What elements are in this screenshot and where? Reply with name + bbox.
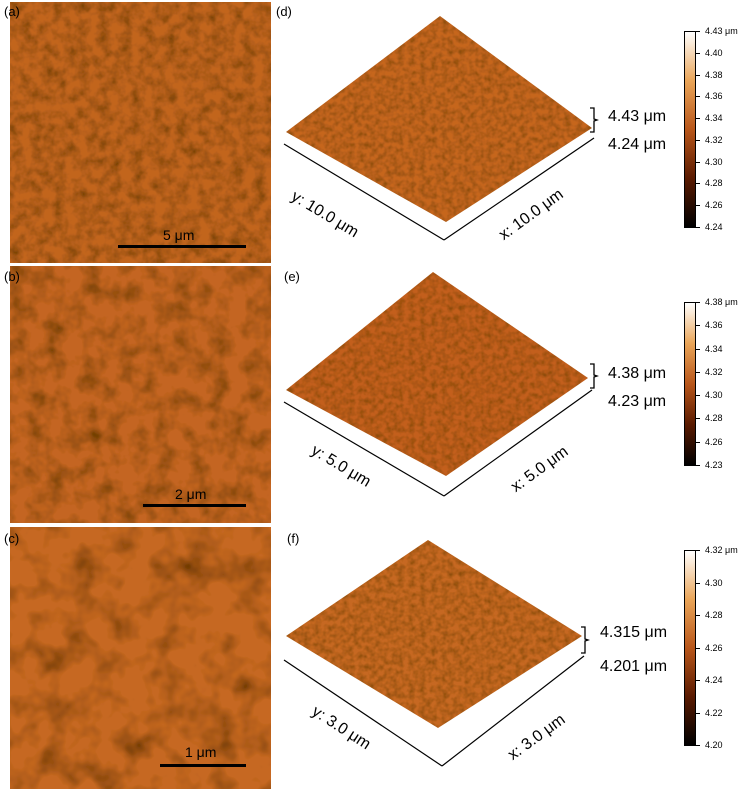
- surface-e: [286, 272, 588, 476]
- surface-3d-e: [283, 272, 593, 497]
- x-axis-line-d: [443, 137, 595, 241]
- y-axis-line-e: [283, 401, 445, 497]
- colorbar-tick-mark: [696, 31, 700, 32]
- x-axis-line-e: [443, 389, 593, 497]
- colorbar-tick-mark: [696, 680, 700, 681]
- afm-texture-c: [10, 527, 271, 789]
- colorbar-tick-label: 4.26: [705, 436, 723, 447]
- colorbar-tick-mark: [696, 582, 700, 584]
- colorbar-tick-mark: [696, 161, 700, 163]
- colorbar-tick-mark: [696, 371, 700, 373]
- scalebar-c: [160, 764, 246, 767]
- afm-image-b: [10, 266, 271, 523]
- colorbar-tick-mark: [696, 745, 700, 746]
- scalebar-label-b: 2 μm: [175, 486, 207, 502]
- colorbar-tick-mark: [696, 96, 700, 98]
- scalebar-label-a: 5 μm: [163, 227, 195, 243]
- colorbar-d: [684, 31, 696, 228]
- colorbar-tick-mark: [696, 550, 700, 551]
- panel-label-b: (b): [4, 269, 20, 284]
- colorbar-tick-label: 4.26: [705, 200, 723, 211]
- range-bottom-d: 4.24 μm: [608, 136, 667, 153]
- panel-label-f: (f): [287, 531, 300, 546]
- colorbar-tick-mark: [696, 712, 700, 714]
- colorbar-tick-mark: [696, 348, 700, 350]
- range-top-e: 4.38 μm: [608, 365, 667, 382]
- colorbar-tick-mark: [696, 441, 700, 443]
- colorbar-tick-mark: [696, 395, 700, 397]
- colorbar-tick-label: 4.30: [705, 577, 723, 588]
- colorbar-tick-label: 4.38 μm: [705, 297, 738, 307]
- colorbar-tick-mark: [696, 302, 700, 303]
- colorbar-tick-label: 4.34: [705, 113, 723, 124]
- scalebar-a: [118, 245, 246, 248]
- colorbar-tick-label: 4.28: [705, 413, 723, 424]
- colorbar-tick-mark: [696, 74, 700, 76]
- colorbar-tick-label: 4.30: [705, 156, 723, 167]
- colorbar-tick-label: 4.36: [705, 91, 723, 102]
- colorbar-tick-label: 4.26: [705, 642, 723, 653]
- colorbar-tick-mark: [696, 183, 700, 185]
- colorbar-tick-mark: [696, 325, 700, 327]
- colorbar-e: [684, 302, 696, 466]
- panel-label-c: (c): [4, 531, 20, 546]
- scalebar-b: [143, 504, 246, 507]
- colorbar-tick-mark: [696, 118, 700, 120]
- surface-f: [286, 540, 582, 728]
- range-bottom-f: 4.201 μm: [600, 658, 668, 675]
- range-bracket-d: [590, 107, 599, 133]
- colorbar-tick-mark: [696, 615, 700, 616]
- scalebar-label-c: 1 μm: [185, 744, 217, 760]
- colorbar-tick-label: 4.32: [705, 134, 723, 145]
- colorbar-tick-mark: [696, 418, 700, 420]
- colorbar-tick-label: 4.36: [705, 320, 723, 331]
- colorbar-tick-label: 4.32: [705, 366, 723, 377]
- afm-image-a: [10, 2, 271, 263]
- colorbar-tick-label: 4.28: [705, 178, 723, 189]
- colorbar-tick-label: 4.24: [705, 675, 723, 685]
- colorbar-tick-label: 4.28: [705, 610, 723, 620]
- surface-3d-f: [283, 540, 585, 767]
- colorbar-tick-label: 4.32 μm: [705, 545, 738, 555]
- colorbar-tick-label: 4.20: [705, 740, 723, 750]
- colorbar-f: [684, 550, 696, 746]
- colorbar-tick-label: 4.40: [705, 47, 723, 58]
- range-bracket-e: [590, 363, 599, 389]
- colorbar-tick-label: 4.23: [705, 460, 723, 470]
- range-top-f: 4.315 μm: [600, 624, 668, 641]
- colorbar-tick-mark: [696, 227, 700, 228]
- panel-label-a: (a): [4, 4, 20, 19]
- range-top-d: 4.43 μm: [608, 108, 667, 125]
- colorbar-tick-mark: [696, 465, 700, 466]
- afm-texture-b: [10, 266, 271, 523]
- y-axis-line-d: [283, 143, 445, 241]
- colorbar-tick-mark: [696, 52, 700, 54]
- colorbar-tick-label: 4.34: [705, 343, 723, 354]
- colorbar-tick-mark: [696, 139, 700, 141]
- range-bracket-f: [581, 626, 590, 654]
- colorbar-tick-mark: [696, 205, 700, 207]
- colorbar-tick-label: 4.38: [705, 69, 723, 80]
- panel-label-e: (e): [284, 269, 300, 284]
- y-axis-line-f: [283, 659, 443, 767]
- panel-label-d: (d): [276, 4, 292, 19]
- surface-d: [286, 16, 592, 222]
- colorbar-tick-label: 4.43 μm: [705, 26, 738, 36]
- colorbar-tick-label: 4.30: [705, 390, 723, 401]
- x-axis-line-f: [441, 655, 585, 767]
- range-bottom-e: 4.23 μm: [608, 393, 667, 410]
- afm-texture-a: [10, 2, 271, 263]
- surface-3d-d: [283, 16, 595, 241]
- afm-image-c: [10, 527, 271, 789]
- colorbar-tick-label: 4.24: [705, 222, 723, 232]
- colorbar-tick-label: 4.22: [705, 707, 723, 718]
- colorbar-tick-mark: [696, 647, 700, 649]
